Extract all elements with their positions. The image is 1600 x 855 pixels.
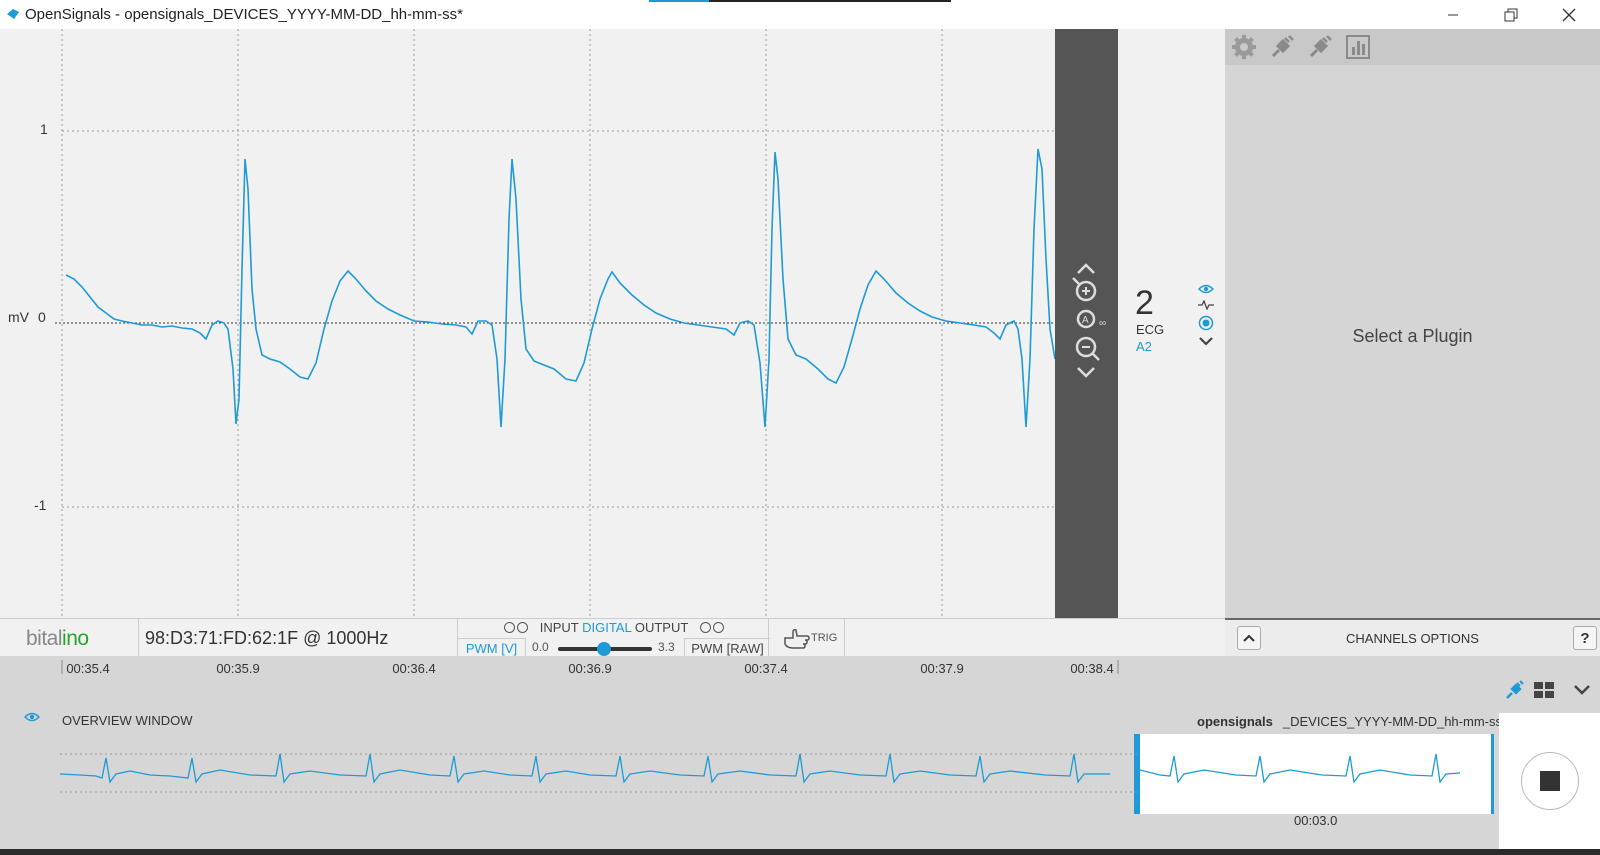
overview-window-trace — [1139, 753, 1461, 784]
plot-grid — [61, 29, 1055, 618]
logo-text-accent: ino — [62, 627, 89, 650]
record-panel — [1499, 713, 1600, 855]
trig-label: TRIG — [811, 632, 838, 644]
overview-window-time: 00:03.0 — [1294, 813, 1338, 828]
overview-strip[interactable] — [60, 730, 1496, 816]
plug-active-icon[interactable] — [1500, 676, 1530, 704]
zoom-in-icon[interactable] — [1072, 277, 1097, 302]
chevron-up-icon[interactable] — [1077, 263, 1095, 274]
eye-icon[interactable] — [24, 712, 40, 722]
plug-icon[interactable] — [1303, 33, 1337, 61]
output-toggle[interactable] — [713, 622, 725, 633]
grid-icon[interactable] — [1529, 676, 1559, 704]
time-axis: 00:35.4 00:35.9 00:36.4 00:36.9 00:37.4 … — [0, 656, 1600, 678]
plugin-toolbar — [1225, 29, 1600, 65]
maximize-button[interactable] — [1482, 0, 1540, 29]
bar-chart-icon[interactable] — [1341, 33, 1375, 61]
stop-button[interactable] — [1521, 752, 1579, 810]
io-output-label: OUTPUT — [634, 620, 689, 635]
ecg-plot-svg — [55, 29, 1055, 618]
y-tick-label: 0 — [38, 309, 46, 325]
channel-port: A2 — [1136, 339, 1152, 354]
output-toggle[interactable] — [700, 622, 712, 633]
signal-icon[interactable] — [1196, 297, 1216, 313]
eye-icon[interactable] — [1196, 281, 1216, 297]
time-tick-label: 00:36.9 — [568, 661, 612, 676]
chevron-down-icon[interactable] — [1196, 333, 1216, 349]
overview-trace — [60, 753, 1110, 784]
plugin-placeholder: Select a Plugin — [1352, 326, 1473, 346]
expand-options-button[interactable] — [1237, 626, 1261, 650]
device-bar: bitalino 98:D3:71:FD:62:1F @ 1000Hz INPU… — [0, 618, 1225, 657]
help-button[interactable]: ? — [1573, 626, 1597, 650]
window-title: OpenSignals - opensignals_DEVICES_YYYY-M… — [25, 6, 463, 23]
time-tick-label: 00:36.4 — [392, 661, 436, 676]
io-digital-label: DIGITAL — [582, 620, 632, 635]
filename-suffix: _DEVICES_YYYY-MM-DD_hh-mm-ss* — [1282, 714, 1508, 729]
slider-min-label: 0.0 — [532, 640, 549, 654]
chevron-up-icon — [1243, 634, 1255, 642]
bitalino-logo: bitalino — [26, 627, 89, 651]
input-toggle[interactable] — [516, 622, 528, 633]
digital-io-panel: INPUT DIGITAL OUTPUT PWM [V] 0.0 3.3 PWM… — [457, 619, 770, 657]
close-icon — [1562, 8, 1576, 21]
plug-icon[interactable] — [1265, 33, 1299, 61]
input-toggle[interactable] — [503, 622, 515, 633]
stop-icon — [1540, 771, 1560, 791]
time-axis-line — [61, 660, 1119, 674]
svg-text:A: A — [1082, 315, 1089, 326]
y-tick-label: -1 — [34, 497, 47, 513]
time-tick-label: 00:38.4 — [1070, 661, 1114, 676]
pwm-slider-handle[interactable] — [597, 642, 611, 656]
pwm-raw-tab[interactable]: PWM [RAW] — [684, 638, 770, 657]
time-tick-label: 00:35.4 — [66, 661, 110, 676]
io-input-label: INPUT — [539, 620, 579, 635]
logo-text: bital — [26, 627, 63, 650]
title-progress-line — [649, 0, 951, 2]
gear-icon[interactable] — [1227, 33, 1261, 61]
zoom-bar: A ∞ — [1055, 29, 1118, 618]
restore-icon — [1504, 8, 1518, 21]
channels-options-bar: CHANNELS OPTIONS ? — [1225, 618, 1600, 656]
overview-grid — [60, 753, 1140, 793]
y-tick-label: 1 — [40, 121, 48, 137]
pwm-row: PWM [V] 0.0 3.3 PWM [RAW] — [458, 638, 770, 657]
time-tick-label: 00:35.9 — [216, 661, 260, 676]
trigger-button[interactable]: TRIG — [779, 619, 845, 657]
close-button[interactable] — [1540, 0, 1598, 29]
channels-options-label[interactable]: CHANNELS OPTIONS — [1346, 631, 1479, 646]
plugin-panel: Select a Plugin — [1225, 29, 1600, 618]
filename-prefix: opensignals — [1197, 714, 1273, 729]
pwm-volts-tab[interactable]: PWM [V] — [458, 638, 526, 657]
overview-label: OVERVIEW WINDOW — [62, 713, 193, 728]
zoom-out-icon[interactable] — [1075, 336, 1100, 361]
time-tick-label: 00:37.4 — [744, 661, 788, 676]
svg-text:∞: ∞ — [1099, 318, 1106, 329]
chevron-down-icon[interactable] — [1077, 367, 1095, 378]
channel-number: 2 — [1135, 284, 1154, 322]
device-address: 98:D3:71:FD:62:1F @ 1000Hz — [138, 619, 388, 657]
minimize-icon — [1448, 14, 1458, 15]
signal-plot[interactable]: 1 mV 0 -1 — [0, 29, 1055, 618]
overview-filename: opensignals _DEVICES_YYYY-MM-DD_hh-mm-ss* — [1197, 714, 1507, 729]
chevron-down-icon[interactable] — [1567, 676, 1597, 704]
slider-max-label: 3.3 — [658, 640, 675, 654]
ecg-trace — [65, 148, 1055, 428]
minimize-button[interactable] — [1424, 0, 1482, 29]
zoom-controls-svg: A ∞ — [1072, 263, 1106, 378]
title-bar: OpenSignals - opensignals_DEVICES_YYYY-M… — [0, 0, 1600, 29]
time-tick-label: 00:37.9 — [920, 661, 964, 676]
hand-pointer-icon — [784, 629, 810, 649]
channel-type: ECG — [1136, 322, 1165, 337]
taskbar-edge — [0, 849, 1600, 855]
app-icon — [7, 9, 19, 19]
channel-info: 2 ECG A2 — [1118, 29, 1225, 618]
radio-icon[interactable] — [1196, 315, 1216, 331]
y-unit-label: mV — [8, 309, 29, 325]
io-header: INPUT DIGITAL OUTPUT — [458, 620, 770, 635]
zoom-auto-icon[interactable]: A ∞ — [1076, 309, 1106, 329]
